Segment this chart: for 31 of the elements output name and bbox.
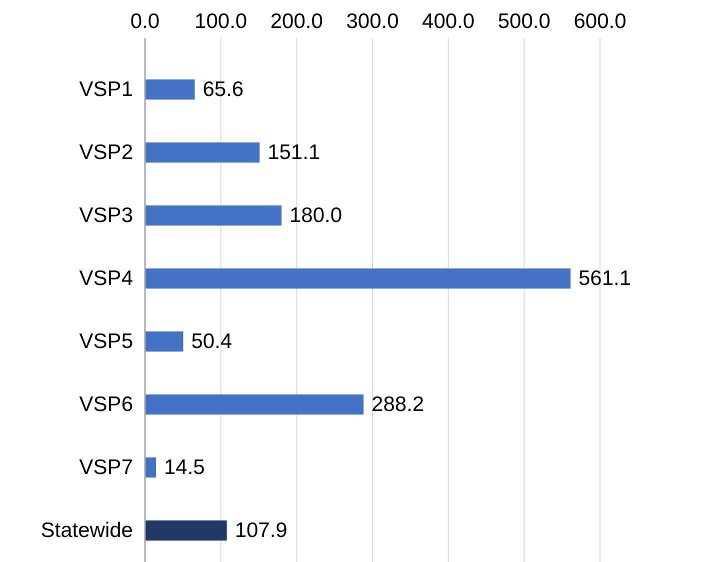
y-tick-label: VSP1 (79, 78, 133, 101)
data-label: 14.5 (164, 456, 205, 479)
x-tick-label: 100.0 (194, 10, 248, 33)
data-label: 180.0 (290, 204, 342, 227)
data-label: 65.6 (202, 78, 244, 101)
x-tick-label: 200.0 (270, 10, 323, 33)
y-tick-label: Statewide (40, 519, 133, 542)
x-tick-label: 600.0 (574, 10, 626, 33)
data-label: 151.1 (268, 141, 320, 164)
y-tick-label: VSP6 (79, 393, 133, 416)
bar (145, 331, 184, 352)
x-tick-label: 500.0 (498, 10, 550, 33)
bar (145, 79, 195, 100)
y-tick-label: VSP7 (79, 456, 133, 479)
data-label: 107.9 (234, 519, 288, 542)
bar (145, 457, 156, 478)
x-tick-label: 400.0 (422, 10, 475, 33)
y-tick-label: VSP2 (79, 141, 133, 164)
bar (145, 520, 227, 541)
bar (145, 205, 282, 226)
data-label: 288.2 (372, 393, 424, 416)
data-label: 561.1 (578, 267, 632, 290)
bar (145, 268, 570, 289)
y-tick-label: VSP4 (79, 267, 134, 290)
bar (145, 142, 260, 163)
data-label: 50.4 (191, 330, 232, 353)
y-tick-label: VSP5 (79, 330, 133, 353)
x-tick-label: 300.0 (346, 10, 399, 33)
bar (145, 394, 364, 415)
x-tick-label: 0.0 (130, 10, 160, 33)
y-tick-label: VSP3 (79, 204, 133, 227)
